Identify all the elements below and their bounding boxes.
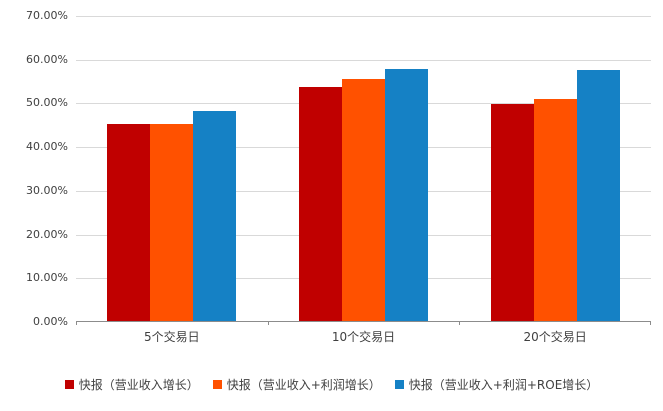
x-axis-tick <box>650 321 651 325</box>
bar-2-group-2 <box>341 79 385 321</box>
bar-2-group-1 <box>150 124 194 321</box>
bar-3-group-2 <box>384 69 428 321</box>
bar-1-group-1 <box>107 124 151 321</box>
x-axis-tick <box>268 321 269 325</box>
bar-1-group-2 <box>298 87 342 321</box>
bar-1-group-3 <box>490 103 534 321</box>
gridline <box>76 59 651 61</box>
gridline <box>76 16 651 17</box>
legend-label: 快报（营业收入+利润+ROE增长） <box>408 378 599 392</box>
bar-3-group-1 <box>193 110 237 321</box>
x-axis-tick <box>459 321 460 325</box>
legend-item-3: 快报（营业收入+利润+ROE增长） <box>394 376 599 393</box>
bar-group <box>268 16 460 321</box>
y-tick-label: 30.00% <box>26 183 68 197</box>
bar-2-group-3 <box>533 98 577 321</box>
x-tick-label: 5个交易日 <box>144 330 200 344</box>
y-tick-label: 50.00% <box>26 96 68 110</box>
x-tick-label: 10个交易日 <box>331 330 396 344</box>
legend-item-1: 快报（营业收入增长） <box>64 376 199 393</box>
legend-label: 快报（营业收入+利润增长） <box>226 378 381 392</box>
x-tick-label: 20个交易日 <box>523 330 587 344</box>
y-axis: 0.00% 10.00% 20.00% 30.00% 40.00% 50.00% 60.00… <box>0 0 70 411</box>
x-axis-tick <box>76 321 77 325</box>
x-axis: 5个交易日 10个交易日 20个交易日 <box>76 328 651 348</box>
y-tick-label: 70.00% <box>26 9 68 22</box>
legend-label: 快报（营业收入增长） <box>78 378 199 392</box>
bar-3-group-3 <box>576 70 620 321</box>
legend-swatch <box>64 380 74 389</box>
y-tick-label: 10.00% <box>26 271 68 285</box>
y-tick-label: 60.00% <box>26 52 68 66</box>
bar-group <box>459 16 651 321</box>
y-tick-label: 0.00% <box>33 315 68 328</box>
y-tick-label: 40.00% <box>26 140 68 154</box>
plot-area <box>76 16 651 325</box>
legend-swatch <box>394 380 404 389</box>
y-tick-label: 20.00% <box>26 227 68 241</box>
legend: 快报（营业收入增长） 快报（营业收入+利润增长） 快报（营业收入+利润+ROE增长） <box>0 376 663 393</box>
bar-group <box>76 16 268 321</box>
legend-swatch <box>212 380 222 389</box>
legend-item-2: 快报（营业收入+利润增长） <box>212 376 381 393</box>
